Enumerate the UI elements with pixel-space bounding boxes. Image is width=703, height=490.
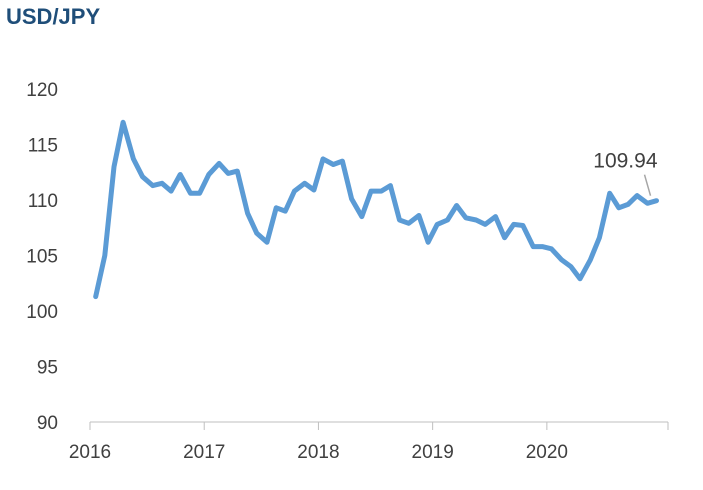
x-tick-label: 2017: [183, 442, 225, 463]
y-tick-label: 110: [28, 191, 58, 212]
series-line: [93, 119, 659, 300]
x-tick-label: 2018: [297, 442, 339, 463]
x-tick-label: 2016: [69, 442, 111, 463]
y-tick-label: 90: [37, 413, 58, 434]
y-tick-label: 105: [26, 247, 58, 268]
y-tick-label: 115: [28, 136, 58, 157]
x-tick-label: 2020: [526, 442, 568, 463]
y-tick-label: 100: [26, 302, 58, 323]
x-tick-label: 2019: [412, 442, 454, 463]
y-tick-label: 95: [37, 358, 58, 379]
last-value-label: 109.94: [593, 150, 658, 173]
annotation-leader-line: [643, 174, 652, 196]
y-tick-label: 120: [26, 80, 58, 101]
chart-title: USD/JPY: [6, 4, 101, 29]
